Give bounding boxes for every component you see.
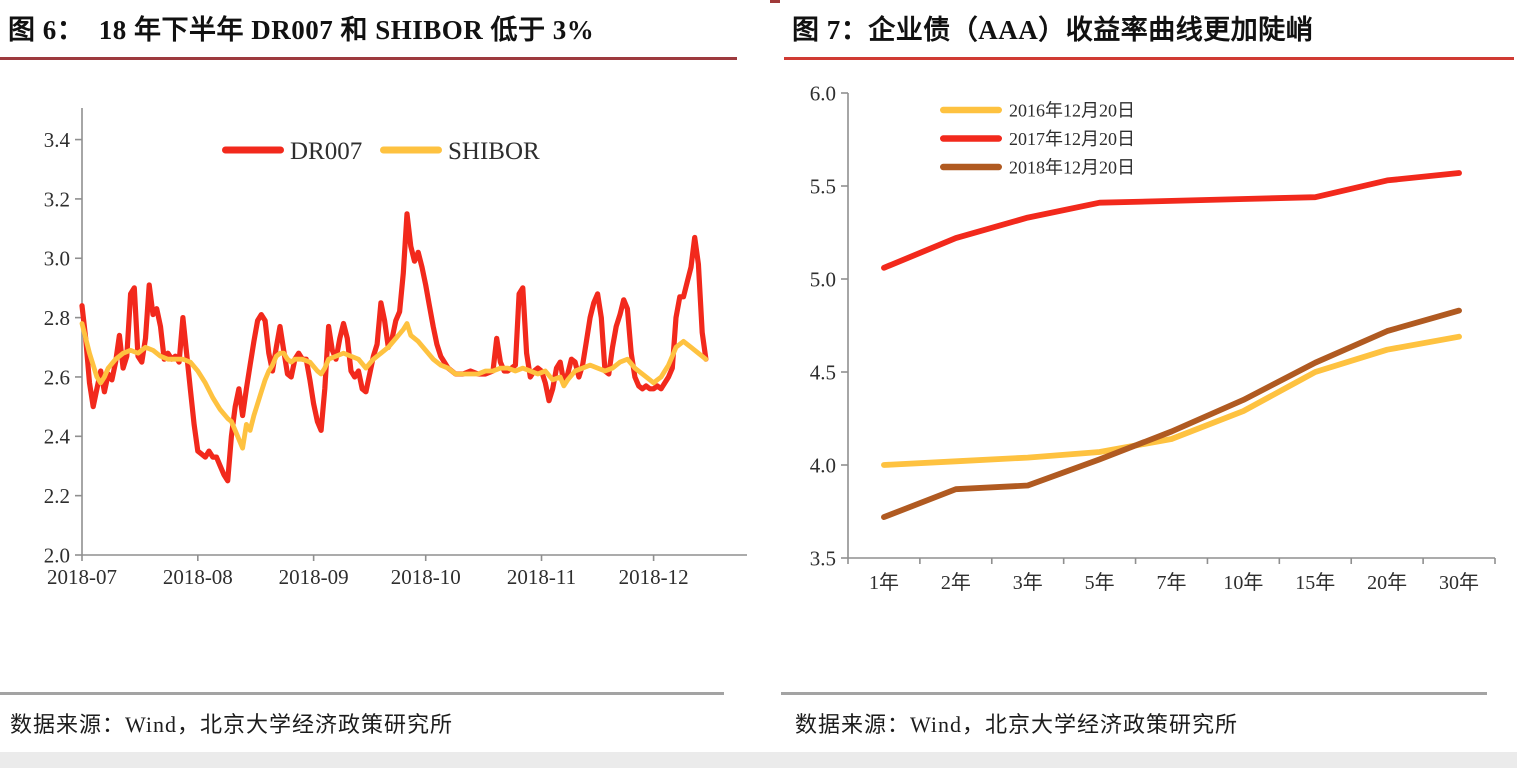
x-tick-label: 15年 <box>1295 571 1335 594</box>
figure6-source-divider <box>0 692 724 695</box>
figure7-line-chart: 3.5 4.0 4.5 5.0 5.5 6.0 1年 2年 3年 5年 7年 10年 15年 20年 30年… <box>810 81 1496 594</box>
figure7-source-divider <box>781 692 1487 695</box>
legend-label-2017年12月20日: 2017年12月20日 <box>1009 129 1135 149</box>
legend-label-DR007: DR007 <box>290 138 362 165</box>
figure6-line-chart: 2.0 2.2 2.4 2.6 2.8 3.0 3.2 3.4 2018-07 2018-08 20… <box>44 108 747 589</box>
x-tick-label: 2018-07 <box>47 565 117 589</box>
y-tick-label: 2.6 <box>44 365 70 389</box>
figure7-title: 图 7：企业债（AAA）收益率曲线更加陡峭 <box>792 15 1314 45</box>
x-tick-label: 3年 <box>1013 571 1043 594</box>
series-line-SHIBOR <box>79 321 709 451</box>
y-tick-label: 3.0 <box>44 247 70 271</box>
x-tick-label: 20年 <box>1367 571 1407 594</box>
legend-swatch-2018年12月20日 <box>940 163 1002 171</box>
y-tick-label: 3.5 <box>810 546 836 570</box>
y-tick-label: 3.2 <box>44 187 70 211</box>
figure7-source-text: 数据来源：Wind，北京大学经济政策研究所 <box>795 712 1238 737</box>
y-tick-label: 2.2 <box>44 484 70 508</box>
legend-swatch-2017年12月20日 <box>940 135 1002 142</box>
y-tick-label: 4.0 <box>810 453 836 477</box>
y-tick-label: 5.5 <box>810 174 836 198</box>
x-tick-label: 2018-12 <box>619 565 689 589</box>
x-tick-label: 1年 <box>869 571 899 594</box>
series-line-2017年12月20日 <box>881 170 1462 271</box>
legend-label-2016年12月20日: 2016年12月20日 <box>1009 100 1135 120</box>
series-line-2016年12月20日 <box>881 333 1462 468</box>
series-line-DR007 <box>79 211 709 484</box>
y-tick-label: 4.5 <box>810 360 836 384</box>
y-tick-label: 2.0 <box>44 543 70 567</box>
figure6-title: 图 6： 18 年下半年 DR007 和 SHIBOR 低于 3% <box>8 15 595 45</box>
figure7-title-rule <box>784 57 1514 60</box>
legend-swatch-DR007 <box>222 146 284 154</box>
page-bottom-bar <box>0 752 1517 768</box>
x-tick-label: 7年 <box>1157 571 1187 594</box>
figure6-source-text: 数据来源：Wind，北京大学经济政策研究所 <box>10 712 453 737</box>
y-tick-label: 6.0 <box>810 81 836 105</box>
x-tick-label: 30年 <box>1439 571 1479 594</box>
x-tick-label: 2018-08 <box>163 565 233 589</box>
y-tick-label: 3.4 <box>44 128 71 152</box>
x-tick-label: 10年 <box>1223 571 1263 594</box>
y-tick-label: 2.8 <box>44 306 70 330</box>
series-line-2018年12月20日 <box>881 307 1462 521</box>
page-top-red-fragment <box>770 0 780 3</box>
legend-swatch-SHIBOR <box>380 146 442 154</box>
y-tick-label: 2.4 <box>44 425 71 449</box>
legend-label-2018年12月20日: 2018年12月20日 <box>1009 157 1135 177</box>
legend-label-SHIBOR: SHIBOR <box>448 138 540 165</box>
legend-swatch-2016年12月20日 <box>940 106 1002 114</box>
x-tick-label: 2018-09 <box>279 565 349 589</box>
x-tick-label: 2018-11 <box>507 565 576 589</box>
figure6-title-rule <box>0 57 737 60</box>
x-tick-label: 2018-10 <box>391 565 461 589</box>
y-tick-label: 5.0 <box>810 267 836 291</box>
x-tick-label: 5年 <box>1085 571 1115 594</box>
x-tick-label: 2年 <box>941 571 971 594</box>
